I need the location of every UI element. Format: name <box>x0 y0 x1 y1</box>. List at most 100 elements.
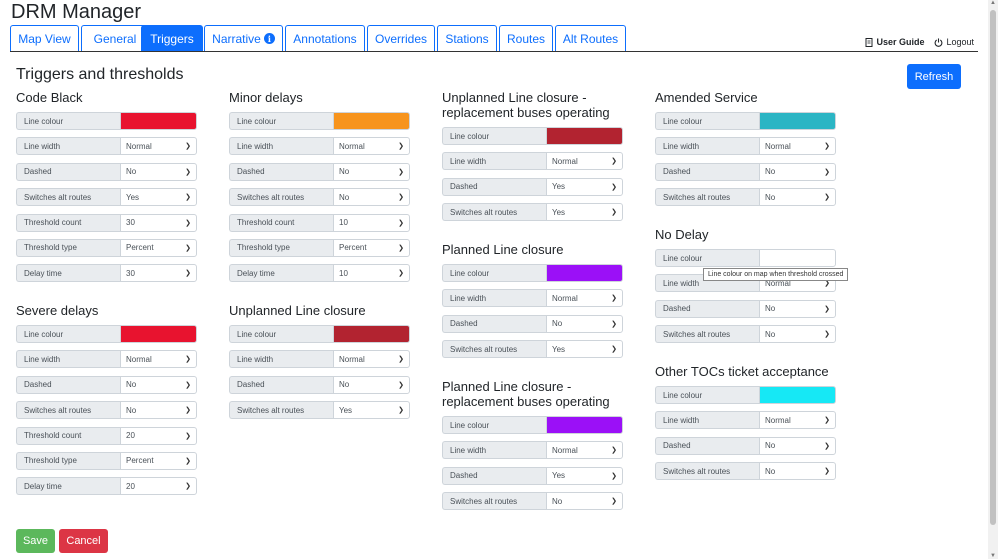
switches-alt-routes-label: Switches alt routes <box>655 462 759 481</box>
group-title: Code Black <box>16 90 83 105</box>
tab-general[interactable]: General <box>81 25 149 51</box>
switches-alt-routes-row: Switches alt routes No ❯ <box>16 401 197 420</box>
line-width-row: Line width Normal ❯ <box>16 350 197 369</box>
tab-annotations[interactable]: Annotations <box>285 25 365 51</box>
switches-alt-routes-select[interactable]: Yes ❯ <box>120 188 197 207</box>
switches-alt-routes-select[interactable]: No ❯ <box>120 401 197 420</box>
dashed-select[interactable]: No ❯ <box>120 162 197 181</box>
line-width-select[interactable]: Normal ❯ <box>759 411 836 430</box>
refresh-button[interactable]: Refresh <box>907 64 961 89</box>
threshold-type-select[interactable]: Percent ❯ <box>120 451 197 470</box>
chevron-down-icon: ❯ <box>398 356 404 364</box>
line-width-label: Line width <box>229 137 333 156</box>
dashed-select[interactable]: No ❯ <box>333 162 410 181</box>
chevron-down-icon: ❯ <box>611 472 617 480</box>
select-value: No <box>765 167 776 177</box>
line-colour-swatch[interactable] <box>546 264 623 282</box>
switches-alt-routes-select[interactable]: Yes ❯ <box>333 401 410 420</box>
line-width-row: Line width Normal ❯ <box>442 441 623 460</box>
line-width-select[interactable]: Normal ❯ <box>546 152 623 171</box>
scrollbar-thumb[interactable] <box>990 10 996 525</box>
logout-link[interactable]: Logout <box>934 37 974 47</box>
tab-overrides[interactable]: Overrides <box>367 25 435 51</box>
scroll-down-icon[interactable]: ▼ <box>990 553 996 559</box>
line-width-select[interactable]: Normal ❯ <box>333 350 410 369</box>
line-colour-swatch[interactable] <box>120 112 197 130</box>
switches-alt-routes-row: Switches alt routes No ❯ <box>442 492 623 511</box>
dashed-row: Dashed No ❯ <box>655 162 836 181</box>
line-width-select[interactable]: Normal ❯ <box>546 289 623 308</box>
chevron-down-icon: ❯ <box>398 270 404 278</box>
group-title: Severe delays <box>16 303 99 318</box>
tab-label: Map View <box>18 31 71 46</box>
line-width-label: Line width <box>16 137 120 156</box>
line-width-select[interactable]: Normal ❯ <box>759 137 836 156</box>
line-width-select[interactable]: Normal ❯ <box>333 137 410 156</box>
select-value: Normal <box>765 141 791 151</box>
app-title: DRM Manager <box>11 1 142 23</box>
line-colour-swatch[interactable] <box>333 325 410 343</box>
tab-stations[interactable]: Stations <box>437 25 497 51</box>
line-width-select[interactable]: Normal ❯ <box>120 350 197 369</box>
threshold-count-select[interactable]: 30 ❯ <box>120 213 197 232</box>
line-width-select[interactable]: Normal ❯ <box>546 441 623 460</box>
dashed-select[interactable]: Yes ❯ <box>546 177 623 196</box>
dashed-select[interactable]: No ❯ <box>333 375 410 394</box>
switches-alt-routes-select[interactable]: No ❯ <box>759 188 836 207</box>
line-width-select[interactable]: Normal ❯ <box>120 137 197 156</box>
dashed-select[interactable]: No ❯ <box>120 375 197 394</box>
group-title: Planned Line closure - replacement buses … <box>442 379 623 409</box>
group-minor-delays: Minor delays Line colour Line width Norma… <box>229 90 410 290</box>
line-colour-swatch[interactable] <box>759 112 836 130</box>
line-colour-swatch[interactable] <box>759 249 836 267</box>
line-colour-row: Line colour <box>655 386 836 404</box>
switches-alt-routes-select[interactable]: Yes ❯ <box>546 203 623 222</box>
dashed-select[interactable]: Yes ❯ <box>546 466 623 485</box>
line-colour-swatch[interactable] <box>333 112 410 130</box>
dashed-label: Dashed <box>16 162 120 181</box>
dashed-select[interactable]: No ❯ <box>759 162 836 181</box>
dashed-row: Dashed No ❯ <box>229 375 410 394</box>
cancel-button[interactable]: Cancel <box>59 529 108 553</box>
vertical-scrollbar[interactable]: ▲ ▼ <box>988 0 998 559</box>
switches-alt-routes-select[interactable]: No ❯ <box>759 325 836 344</box>
line-colour-label: Line colour <box>655 112 759 130</box>
line-colour-swatch[interactable] <box>546 416 623 434</box>
dashed-select[interactable]: No ❯ <box>759 436 836 455</box>
chevron-down-icon: ❯ <box>611 295 617 303</box>
user-guide-link[interactable]: User Guide <box>865 37 924 47</box>
save-button[interactable]: Save <box>16 529 55 553</box>
threshold-count-select[interactable]: 20 ❯ <box>120 426 197 445</box>
switches-alt-routes-label: Switches alt routes <box>442 340 546 359</box>
switches-alt-routes-select[interactable]: Yes ❯ <box>546 340 623 359</box>
tab-triggers[interactable]: Triggers <box>141 25 203 51</box>
dashed-select[interactable]: No ❯ <box>759 299 836 318</box>
switches-alt-routes-select[interactable]: No ❯ <box>333 188 410 207</box>
select-value: Yes <box>339 405 353 415</box>
group-planned-replacement-buses: Planned Line closure - replacement buses … <box>442 379 623 518</box>
tab-label: Overrides <box>374 31 427 46</box>
tab-label: Narrative <box>212 31 261 46</box>
tab-map-view[interactable]: Map View <box>10 25 79 51</box>
delay-time-select[interactable]: 20 ❯ <box>120 477 197 496</box>
tab-alt-routes[interactable]: Alt Routes <box>555 25 626 51</box>
scroll-up-icon[interactable]: ▲ <box>990 0 996 6</box>
line-colour-swatch[interactable] <box>759 386 836 404</box>
line-colour-swatch[interactable] <box>120 325 197 343</box>
dashed-select[interactable]: No ❯ <box>546 314 623 333</box>
threshold-type-select[interactable]: Percent ❯ <box>120 238 197 257</box>
tab-routes[interactable]: Routes <box>499 25 553 51</box>
switches-alt-routes-label: Switches alt routes <box>229 401 333 420</box>
select-value: No <box>765 192 776 202</box>
threshold-count-select[interactable]: 10 ❯ <box>333 213 410 232</box>
switches-alt-routes-select[interactable]: No ❯ <box>546 492 623 511</box>
delay-time-select[interactable]: 10 ❯ <box>333 264 410 283</box>
line-colour-swatch[interactable] <box>546 127 623 145</box>
threshold-type-select[interactable]: Percent ❯ <box>333 238 410 257</box>
threshold-type-row: Threshold type Percent ❯ <box>16 238 197 257</box>
select-value: Normal <box>552 156 578 166</box>
delay-time-select[interactable]: 30 ❯ <box>120 264 197 283</box>
group-title: Minor delays <box>229 90 303 105</box>
switches-alt-routes-select[interactable]: No ❯ <box>759 462 836 481</box>
tab-narrative[interactable]: Narrative i <box>204 25 283 51</box>
